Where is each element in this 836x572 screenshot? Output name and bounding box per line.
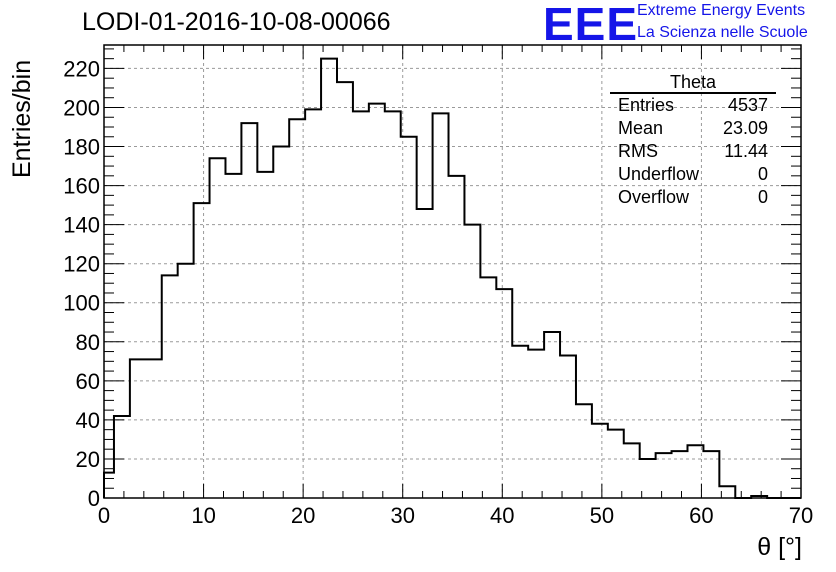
y-tick-label: 0 [88,486,100,511]
stats-row: Overflow 0 [618,187,768,207]
axis-ticks [103,45,802,499]
y-tick-label: 120 [63,252,100,277]
stats-row: Entries 4537 [618,95,768,115]
y-tick-label: 40 [76,408,100,433]
grid-lines [104,45,801,498]
brand-line-2: La Scienza nelle Scuole [637,24,808,41]
x-axis-label: θ [°] [757,533,802,561]
eee-logo: EEE [543,0,639,50]
y-tick-label: 60 [76,369,100,394]
stats-box: Theta Entries 4537 Mean 23.09 RMS 11.44 Und… [610,73,776,209]
x-tick-label: 0 [98,503,110,528]
y-tick-label: 20 [76,447,100,472]
y-tick-label: 220 [63,56,100,81]
x-tick-label: 70 [789,503,813,528]
x-tick-label: 40 [490,503,514,528]
tick-labels: 0 10 20 30 40 50 60 70 0 20 40 60 80 100 120 140 160 180 2… [63,56,813,528]
y-tick-label: 180 [63,135,100,160]
x-tick-label: 20 [291,503,315,528]
x-tick-label: 10 [191,503,215,528]
brand-line-1: Extreme Energy Events [637,2,806,19]
x-tick-label: 60 [689,503,713,528]
stats-row: Underflow 0 [618,164,768,184]
histogram-title: LODI-01-2016-10-08-00066 [82,8,391,36]
x-tick-label: 30 [390,503,414,528]
stats-row: RMS 11.44 [618,141,768,161]
stats-title: Theta [610,73,776,94]
histogram-outline [103,57,801,499]
y-tick-label: 160 [63,174,100,199]
y-tick-label: 100 [63,291,100,316]
x-tick-label: 50 [590,503,614,528]
y-tick-label: 200 [63,95,100,120]
y-tick-label: 140 [63,213,100,238]
y-tick-label: 80 [76,330,100,355]
plot-frame [103,44,802,499]
stats-row: Mean 23.09 [618,118,768,138]
